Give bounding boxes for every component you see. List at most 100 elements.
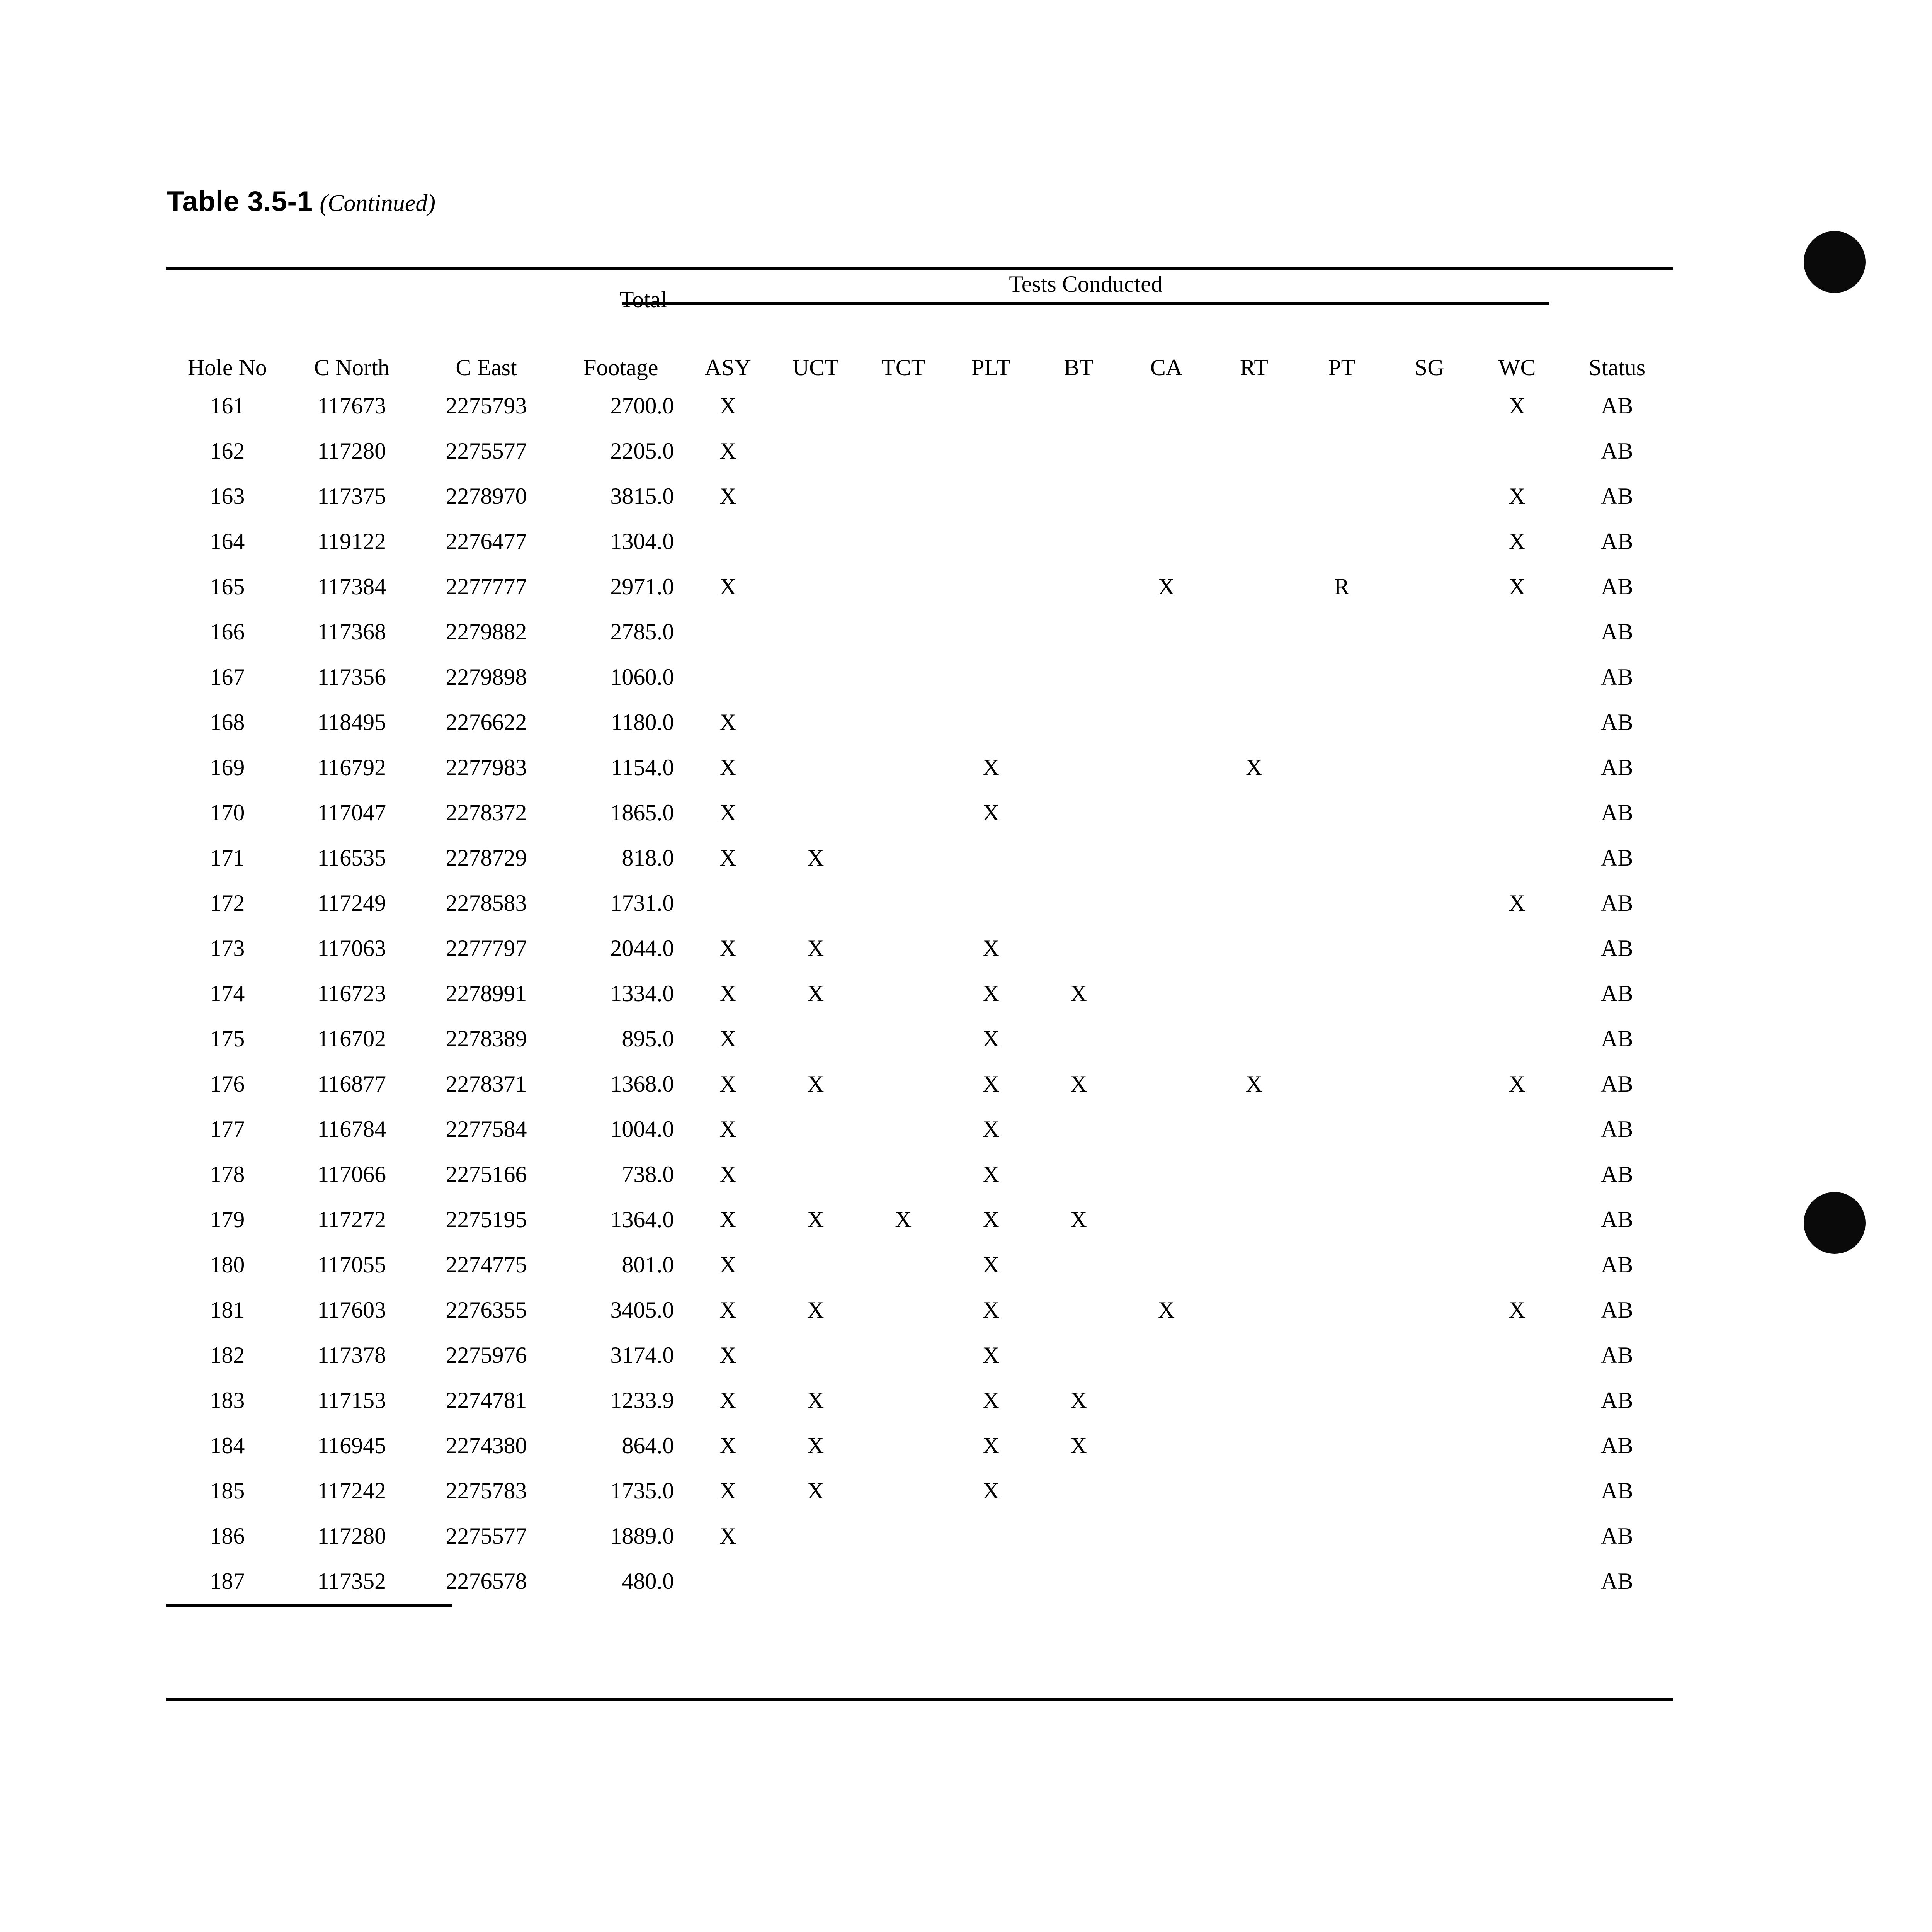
cell-pt [1298,1106,1386,1151]
cell-ca [1122,1197,1210,1242]
cell-asy [684,1558,772,1604]
cell-tct [859,1287,947,1332]
cell-hole-no: 173 [210,935,245,961]
cell-hole-no: 177 [210,1116,245,1142]
cell-status: AB [1601,573,1633,599]
cell-pt: R [1334,573,1350,599]
cell-pt [1298,880,1386,925]
cell-status: AB [1601,845,1633,871]
cell-uct: X [807,1206,824,1232]
cell-ca [1122,1242,1210,1287]
cell-wc [1473,925,1561,971]
cell-c-east: 2277797 [446,935,527,961]
table-group-header-row: Tests Conducted [166,270,1673,299]
cell-ca [1122,1332,1210,1378]
cell-plt: X [982,935,1000,961]
cell-bt [1035,609,1122,654]
cell-rt [1210,699,1298,745]
cell-tct [859,1016,947,1061]
cell-bt [1035,383,1122,428]
cell-pt [1298,1197,1386,1242]
table-row: 172 117249 2278583 1731.0 X AB [166,880,1673,925]
cell-c-east: 2278389 [446,1026,527,1051]
cell-c-east: 2277983 [446,754,527,780]
cell-uct [772,699,859,745]
cell-asy: X [719,799,736,825]
cell-status: AB [1601,528,1633,554]
cell-tct [859,835,947,880]
cell-status: AB [1601,709,1633,735]
cell-rt [1210,1197,1298,1242]
cell-pt [1298,1378,1386,1423]
cell-c-east: 2275195 [446,1206,527,1232]
cell-hole-no: 168 [210,709,245,735]
cell-tct [859,473,947,519]
cell-hole-no: 169 [210,754,245,780]
cell-wc [1473,1378,1561,1423]
cell-uct [772,790,859,835]
group-header-rule-row [166,299,1673,309]
cell-c-north: 116723 [317,980,386,1006]
cell-rt [1210,971,1298,1016]
column-header-uct: UCT [792,355,839,380]
cell-status: AB [1601,980,1633,1006]
cell-bt [1035,1332,1122,1378]
cell-wc: X [1509,1297,1526,1323]
cell-bt [1035,835,1122,880]
cell-pt [1298,473,1386,519]
cell-plt [947,473,1035,519]
cell-c-north: 119122 [317,528,386,554]
cell-uct: X [807,1387,824,1413]
cell-pt [1298,1061,1386,1106]
cell-footage: 1334.0 [610,980,674,1006]
cell-c-north: 117356 [317,664,386,690]
cell-uct [772,564,859,609]
cell-bt [1035,880,1122,925]
cell-tct [859,1468,947,1513]
cell-status: AB [1601,1568,1633,1594]
cell-ca [1122,1151,1210,1197]
cell-status: AB [1601,619,1633,645]
cell-pt [1298,1016,1386,1061]
cell-c-north: 117673 [317,393,386,418]
cell-tct [859,1151,947,1197]
cell-plt: X [982,1116,1000,1142]
cell-sg [1386,790,1473,835]
cell-footage: 738.0 [622,1161,674,1187]
cell-uct [772,1332,859,1378]
cell-asy: X [719,1342,736,1368]
cell-sg [1386,835,1473,880]
cell-ca [1122,971,1210,1016]
cell-rt [1210,1332,1298,1378]
cell-rt [1210,1151,1298,1197]
cell-asy: X [719,1523,736,1549]
cell-sg [1386,1061,1473,1106]
cell-ca [1122,609,1210,654]
cell-hole-no: 182 [210,1342,245,1368]
table-row: 167 117356 2279898 1060.0 AB [166,654,1673,699]
table-header: Hole No C North C East Footage ASY UCT T… [166,342,1673,383]
cell-plt: X [982,1342,1000,1368]
cell-bt [1035,745,1122,790]
cell-uct [772,880,859,925]
cell-tct [859,519,947,564]
cell-wc [1473,745,1561,790]
cell-sg [1386,745,1473,790]
cell-hole-no: 163 [210,483,245,509]
cell-wc: X [1509,890,1526,916]
cell-sg [1386,1558,1473,1604]
cell-pt [1298,790,1386,835]
cell-status: AB [1601,1342,1633,1368]
cell-c-north: 117352 [317,1568,386,1594]
cell-pt [1298,1468,1386,1513]
column-header-total: Total [619,287,667,312]
cell-asy: X [719,573,736,599]
cell-uct [772,473,859,519]
cell-sg [1386,1287,1473,1332]
cell-plt: X [982,1478,1000,1503]
cell-uct [772,383,859,428]
table-row: 174 116723 2278991 1334.0 X X X X AB [166,971,1673,1016]
cell-wc [1473,1513,1561,1558]
cell-asy: X [719,393,736,418]
cell-footage: 3815.0 [610,483,674,509]
